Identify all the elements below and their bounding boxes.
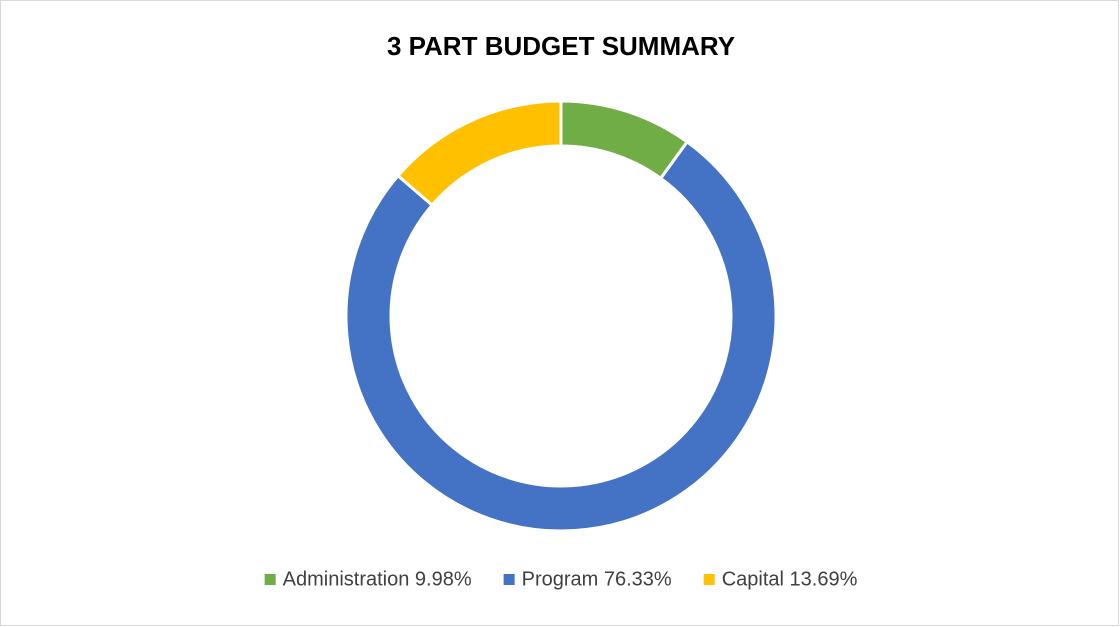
donut-slice xyxy=(344,139,778,533)
legend-swatch xyxy=(703,574,715,585)
legend-label: Program 76.33% xyxy=(522,568,672,590)
chart-title: 3 PART BUDGET SUMMARY xyxy=(387,31,735,61)
legend-label: Capital 13.69% xyxy=(722,568,858,590)
legend-label: Administration 9.98% xyxy=(283,568,472,590)
legend-swatch xyxy=(264,574,276,585)
donut-slice xyxy=(395,99,563,208)
legend-swatch xyxy=(503,574,515,585)
